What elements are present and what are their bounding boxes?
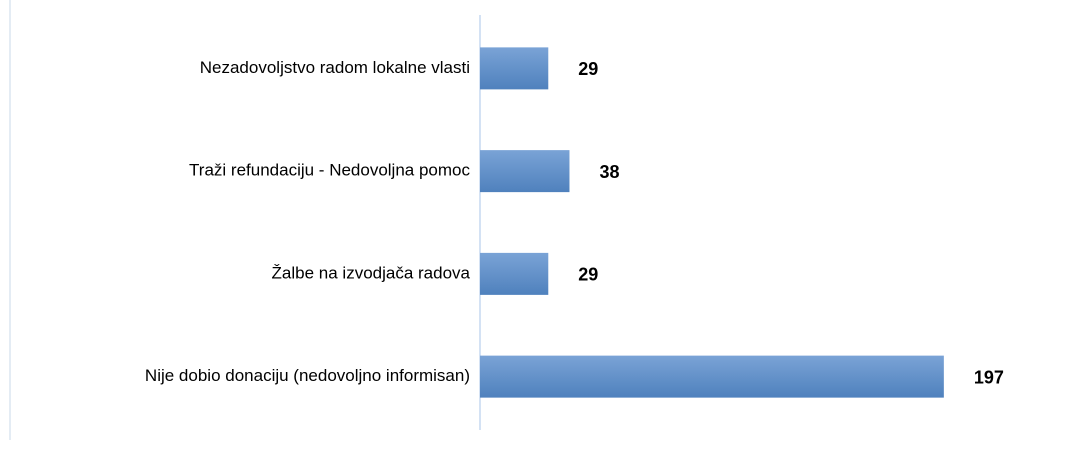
category-label: Nije dobio donaciju (nedovoljno informis… — [145, 366, 470, 385]
category-label: Žalbe na izvodjača radova — [272, 263, 471, 282]
bar — [480, 150, 570, 193]
bar — [480, 252, 549, 295]
value-label: 29 — [578, 59, 598, 79]
bar — [480, 355, 944, 398]
value-label: 38 — [599, 162, 619, 182]
value-label: 197 — [974, 367, 1004, 387]
value-label: 29 — [578, 265, 598, 285]
bar — [480, 47, 549, 90]
category-label: Traži refundaciju - Nedovoljna pomoc — [189, 161, 470, 180]
category-label: Nezadovoljstvo radom lokalne vlasti — [200, 58, 470, 77]
